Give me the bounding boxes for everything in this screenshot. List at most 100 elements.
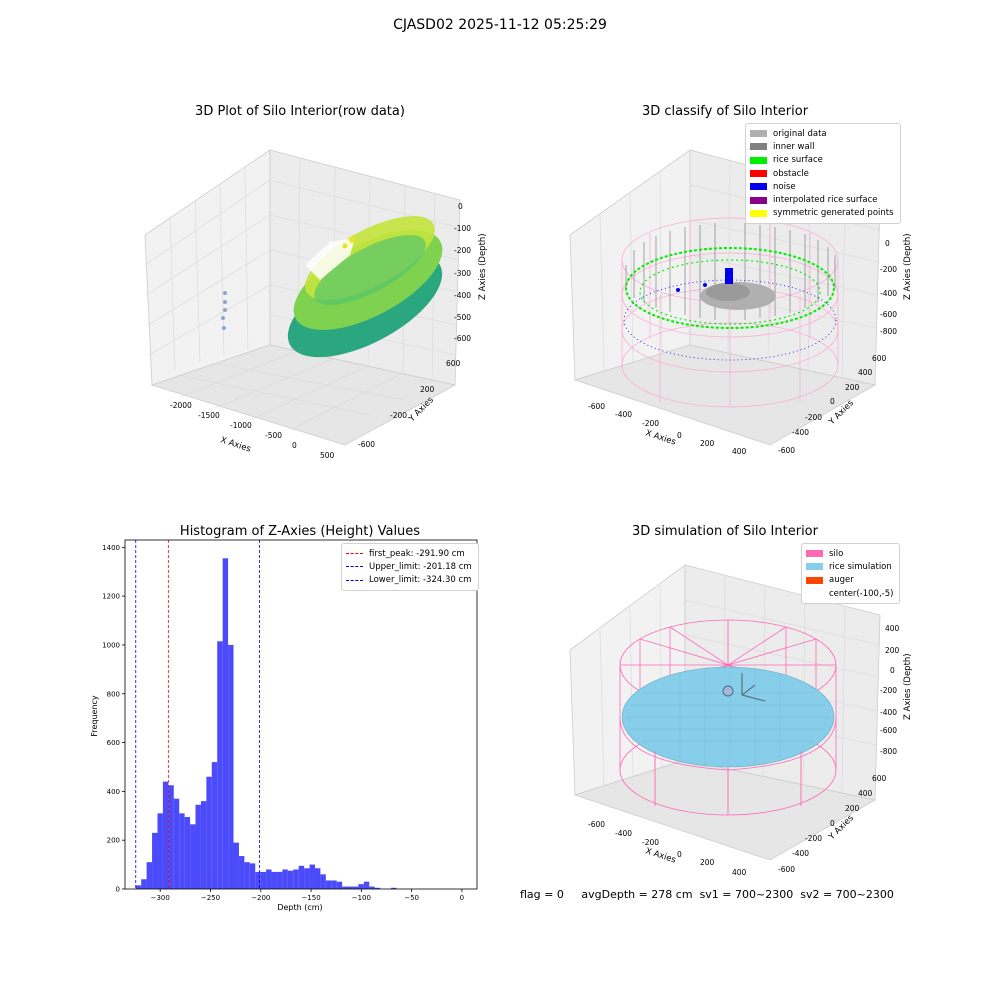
histogram-bar [233, 842, 239, 889]
legend-swatch [806, 550, 823, 558]
legend-label: interpolated rice surface [773, 195, 878, 206]
legend-label: rice surface [773, 155, 823, 166]
flag-text: flag = 0 [520, 888, 564, 901]
histogram-bar [358, 884, 364, 889]
histogram-vlines [135, 540, 260, 889]
classify-legend: original data inner wall rice surface ob… [745, 123, 901, 225]
legend-item: Lower_limit: -324.30 cm [346, 574, 472, 587]
sim-ytick: 0 [830, 819, 835, 828]
legend-line [346, 579, 363, 581]
histogram-bar [369, 886, 375, 889]
sim-ztick: 0 [890, 666, 895, 675]
raw-xlabel: X Axies [219, 435, 252, 454]
y-tick-label: 800 [107, 690, 120, 698]
raw-xtick: 0 [292, 441, 297, 450]
raw-ytick: -600 [358, 440, 375, 449]
histogram-bar [266, 869, 272, 889]
classify-ztick: 0 [885, 239, 890, 248]
raw-ztick: 0 [458, 202, 463, 211]
legend-label: first_peak: -291.90 cm [369, 548, 465, 559]
raw-xtick: -1000 [230, 421, 252, 430]
histogram-frame [124, 539, 478, 890]
histogram-bar [173, 798, 180, 889]
sim-ztick: -600 [880, 726, 897, 735]
legend-item: noise [750, 180, 894, 193]
sim-ytick: -200 [805, 834, 822, 843]
histogram-bar [347, 886, 353, 889]
sim-xlabel: X Axies [644, 846, 677, 865]
histogram-bar [363, 881, 370, 889]
sim-ztick: 400 [885, 624, 900, 633]
raw-ztick: -500 [454, 313, 471, 322]
sim-zlabel: Z Axies (Depth) [903, 653, 913, 720]
histogram-bar [304, 868, 310, 889]
histogram-bar [222, 558, 229, 889]
histogram-bar [195, 804, 201, 889]
raw-xtick: 500 [320, 451, 335, 460]
classify-xtick: -200 [642, 419, 659, 428]
classify-ztick: -400 [880, 289, 897, 298]
legend-swatch [806, 563, 823, 571]
raw-ztick: -100 [454, 224, 471, 233]
legend-label: auger [829, 575, 854, 586]
raw-ytick: -200 [390, 411, 407, 420]
histogram-bar [168, 785, 174, 889]
histogram-bar [282, 869, 288, 889]
classify-ztick: -600 [880, 310, 897, 319]
simulation-plot-title: 3D simulation of Silo Interior [632, 524, 818, 539]
legend-item: center(-100,-5) [806, 587, 893, 600]
histogram-bar [206, 776, 212, 889]
classify-ztick: -200 [880, 265, 897, 274]
legend-swatch [750, 170, 767, 178]
histogram-bar [271, 871, 277, 889]
sim-ytick: -400 [792, 849, 809, 858]
legend-label: center(-100,-5) [829, 588, 894, 599]
histogram-bar [255, 871, 261, 889]
legend-swatch [806, 576, 823, 584]
legend-swatch [750, 156, 767, 164]
histogram-bar [200, 801, 207, 889]
sv2-text: sv2 = 700~2300 [800, 888, 894, 901]
histogram-bar [298, 865, 305, 889]
classify-ytick: -400 [792, 428, 809, 437]
legend-item: auger [806, 574, 893, 587]
legend-item: symmetric generated points [750, 207, 894, 220]
legend-label: Lower_limit: -324.30 cm [369, 575, 472, 586]
classify-xtick: -400 [615, 410, 632, 419]
sim-ytick: 400 [858, 789, 873, 798]
legend-line [346, 566, 363, 568]
classify-ytick: 400 [858, 368, 873, 377]
y-tick-label: 200 [107, 837, 120, 845]
classify-ytick: 600 [872, 354, 887, 363]
legend-label: symmetric generated points [773, 208, 894, 219]
status-line: flag = 0 avgDepth = 278 cm sv1 = 700~230… [520, 888, 894, 901]
classify-plot-title: 3D classify of Silo Interior [641, 104, 809, 119]
x-tick-label: −100 [352, 894, 371, 902]
sim-xtick: 200 [700, 858, 715, 867]
simulation-legend: silo rice simulation auger center(-100,-… [801, 543, 901, 605]
legend-blank [806, 590, 823, 597]
legend-label: obstacle [773, 168, 809, 179]
classify-ytick: -200 [805, 413, 822, 422]
classify-xtick: 0 [677, 431, 682, 440]
histogram-bar [179, 813, 185, 889]
histogram-bar [320, 874, 326, 889]
raw-ytick: 600 [446, 359, 461, 368]
histogram-bar [152, 832, 158, 889]
legend-item: original data [750, 127, 894, 140]
y-tick-label: 600 [107, 739, 120, 747]
legend-line [346, 553, 363, 555]
legend-item: interpolated rice surface [750, 193, 894, 206]
sim-xtick: -600 [588, 820, 605, 829]
histogram-bar [391, 887, 397, 889]
legend-swatch [750, 130, 767, 138]
legend-label: silo [829, 548, 844, 559]
raw-ztick: -600 [454, 334, 471, 343]
y-tick-label: 400 [107, 788, 120, 796]
histogram-ylabel: Frequency [90, 695, 99, 737]
legend-item: rice simulation [806, 560, 893, 573]
histogram-bar [342, 886, 348, 889]
sim-ztick: 200 [885, 646, 900, 655]
histogram-bar [228, 644, 234, 889]
classify-xtick: 200 [700, 439, 715, 448]
